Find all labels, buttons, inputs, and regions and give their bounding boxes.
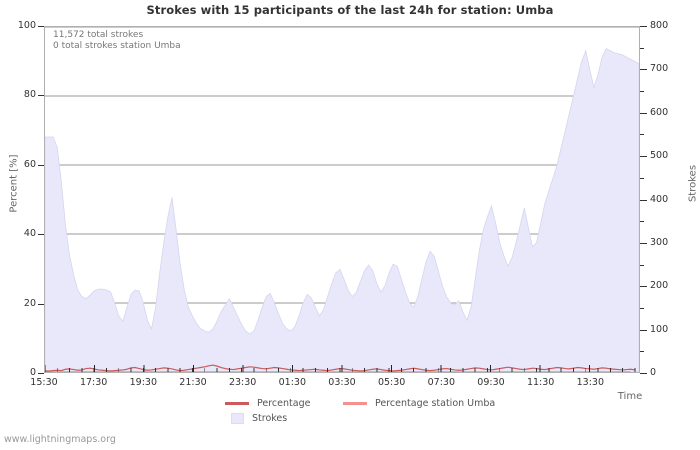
y-axis-right-tick-mark xyxy=(640,112,647,114)
chart-legend: Percentage Percentage station Umba Strok… xyxy=(225,396,515,426)
y-axis-left-tick-label: 20 xyxy=(23,297,36,309)
x-axis-tick-label: 23:30 xyxy=(228,377,257,388)
y-axis-right-minor-tick-mark xyxy=(640,264,644,266)
x-axis-tick-label: 15:30 xyxy=(30,377,58,388)
y-axis-right-tick-label: 0 xyxy=(650,367,657,378)
y-axis-right-minor-tick-mark xyxy=(640,307,644,309)
y-axis-left-tick-mark xyxy=(38,164,44,166)
x-axis-tick-label: 19:30 xyxy=(129,377,158,388)
y-axis-left-tick-mark xyxy=(38,26,44,27)
x-axis-tick-label: 17:30 xyxy=(79,377,108,388)
y-axis-left-tick-label: 80 xyxy=(23,89,36,101)
y-axis-right-minor-tick-mark xyxy=(640,177,644,179)
y-axis-right-tick-label: 100 xyxy=(650,323,669,335)
y-axis-right-tick-label: 600 xyxy=(650,106,669,118)
y-axis-right-title: Strokes xyxy=(687,164,699,203)
x-axis-tick-label: 11:30 xyxy=(526,377,555,388)
y-axis-right-tick-mark xyxy=(640,69,647,71)
legend-item-percentage[interactable]: Percentage xyxy=(225,398,343,409)
y-axis-right-tick-label: 400 xyxy=(650,193,669,205)
y-axis-right-tick-label: 200 xyxy=(650,280,669,292)
page-title: Strokes with 15 participants of the last… xyxy=(146,3,554,17)
y-axis-left-tick-mark xyxy=(38,373,44,374)
y-axis-right-tick-mark xyxy=(640,373,647,374)
y-axis-left-tick-mark xyxy=(38,234,44,236)
y-axis-left-tick-mark xyxy=(38,95,44,97)
legend-row-1: Percentage Percentage station Umba xyxy=(225,396,515,411)
y-axis-right-tick-mark xyxy=(640,242,647,244)
legend-swatch-percentage-icon xyxy=(225,402,249,405)
annotation-station-strokes: 0 total strokes station Umba xyxy=(53,41,181,51)
x-axis-tick-label: 21:30 xyxy=(179,377,207,388)
legend-label-strokes: Strokes xyxy=(252,413,288,424)
annotation-total-strokes: 11,572 total strokes xyxy=(53,30,144,40)
x-axis-tick-label: 07:30 xyxy=(427,377,456,388)
y-axis-right-tick-mark xyxy=(640,156,647,158)
x-axis-tick-label: 05:30 xyxy=(377,377,406,388)
y-axis-right-minor-tick-mark xyxy=(640,134,644,136)
legend-item-percentage-station[interactable]: Percentage station Umba xyxy=(343,398,513,409)
y-axis-right-tick-mark xyxy=(640,26,647,27)
y-axis-left-tick-label: 60 xyxy=(23,158,36,170)
legend-swatch-percentage-station-icon xyxy=(343,402,367,405)
y-axis-right-tick-label: 800 xyxy=(650,20,669,31)
y-axis-left-title: Percent [%] xyxy=(8,154,20,213)
y-axis-left-tick-mark xyxy=(38,303,44,305)
plot-area: 11,572 total strokes 0 total strokes sta… xyxy=(44,26,640,373)
chart-canvas xyxy=(45,27,639,372)
x-axis-tick-label: 01:30 xyxy=(278,377,307,388)
legend-label-percentage-station: Percentage station Umba xyxy=(375,398,496,409)
y-axis-right-tick-mark xyxy=(640,286,647,288)
y-axis-left-tick-label: 0 xyxy=(29,367,36,378)
footer-url: www.lightningmaps.org xyxy=(4,434,116,445)
y-axis-right-minor-tick-mark xyxy=(640,47,644,49)
x-axis-tick-label: 13:30 xyxy=(576,377,605,388)
x-axis-tick-label: 03:30 xyxy=(328,377,356,388)
legend-item-strokes[interactable]: Strokes xyxy=(225,413,343,424)
y-axis-left-tick-label: 40 xyxy=(23,228,36,240)
y-axis-right-tick-label: 500 xyxy=(650,150,669,162)
y-axis-right-tick-label: 300 xyxy=(650,236,669,248)
y-axis-right-minor-tick-mark xyxy=(640,91,644,93)
y-axis-right-minor-tick-mark xyxy=(640,351,644,353)
legend-row-2: Strokes xyxy=(225,411,515,426)
y-axis-right-tick-mark xyxy=(640,329,647,331)
y-axis-right-tick-label: 700 xyxy=(650,63,669,75)
legend-swatch-strokes-icon xyxy=(231,413,244,424)
x-axis-title: Time xyxy=(617,391,643,402)
legend-label-percentage: Percentage xyxy=(257,398,311,409)
y-axis-left-tick-label: 100 xyxy=(17,20,36,31)
y-axis-right-tick-mark xyxy=(640,199,647,201)
x-axis-tick-label: 09:30 xyxy=(477,377,505,388)
y-axis-right-minor-tick-mark xyxy=(640,221,644,223)
